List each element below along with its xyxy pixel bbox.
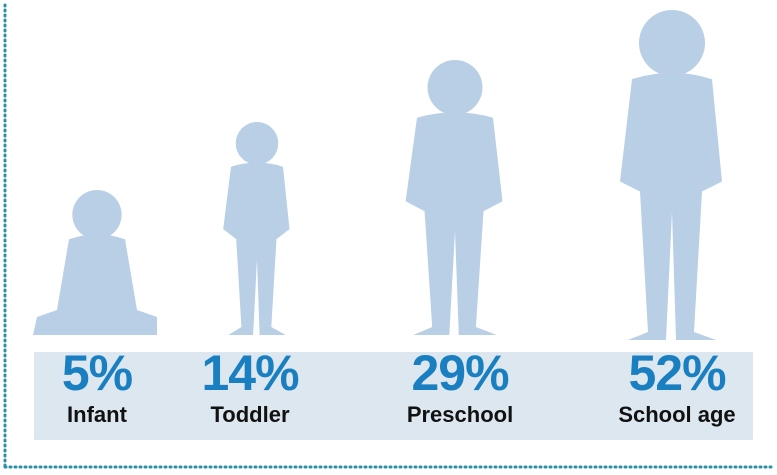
label-band [34,352,753,440]
child-silhouette [223,122,290,335]
value-label: 14% [201,345,299,401]
value-label: 5% [62,345,133,401]
child-silhouette [33,190,157,335]
body [620,72,722,340]
head [72,190,122,240]
value-label: 29% [411,345,509,401]
value-label: 52% [628,345,726,401]
child-silhouette [620,10,722,340]
body [223,162,290,335]
child-silhouette [405,60,503,335]
category-label: Toddler [210,402,289,427]
body [33,234,157,335]
category-label: Infant [67,402,128,427]
category-label: School age [618,402,735,427]
category-label: Preschool [407,402,513,427]
head [427,60,483,115]
head [639,10,705,76]
body [405,112,503,335]
head [235,122,279,165]
